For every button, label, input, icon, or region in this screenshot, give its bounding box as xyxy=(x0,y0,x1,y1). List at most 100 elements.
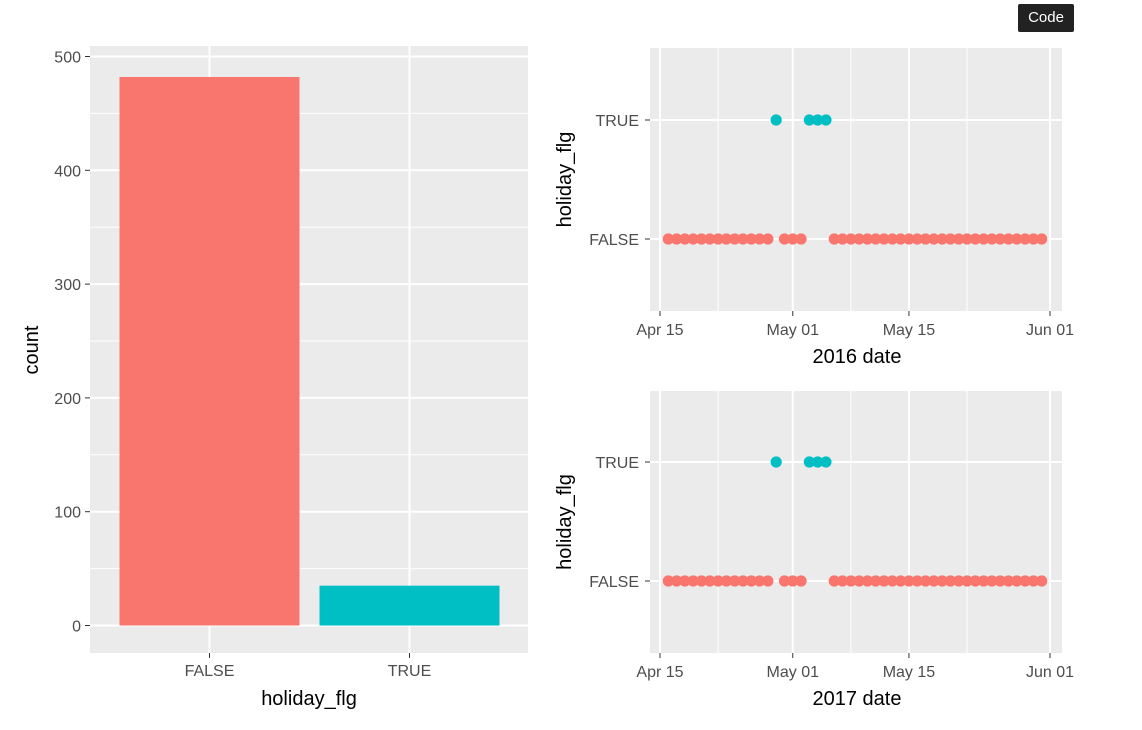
point-false xyxy=(911,575,923,587)
point-false xyxy=(953,233,965,245)
point-false xyxy=(720,233,732,245)
point-false xyxy=(836,575,849,587)
bar-x-tick-label: FALSE xyxy=(185,663,235,680)
code-button[interactable]: Code xyxy=(1018,4,1074,32)
point-false xyxy=(1011,575,1023,587)
point-false xyxy=(969,233,981,245)
point-false xyxy=(944,575,957,587)
scatter-y-tick-label: TRUE xyxy=(595,113,639,130)
point-false xyxy=(1027,233,1040,245)
point-false xyxy=(679,575,691,587)
bar-y-axis-title: count xyxy=(21,325,43,374)
point-false xyxy=(853,575,865,587)
point-false xyxy=(994,575,1006,587)
point-false xyxy=(1002,575,1015,587)
point-false xyxy=(919,233,932,245)
point-false xyxy=(679,233,691,245)
scatter-x-tick-label: May 15 xyxy=(883,664,936,681)
point-true xyxy=(770,456,782,468)
point-false xyxy=(944,233,957,245)
point-false xyxy=(861,233,874,245)
point-false xyxy=(662,233,674,245)
point-false xyxy=(745,575,757,587)
point-false xyxy=(670,233,683,245)
scatter-panel xyxy=(650,391,1062,653)
point-false xyxy=(845,233,857,245)
point-false xyxy=(978,233,990,245)
scatter-y-tick-label: FALSE xyxy=(589,574,639,591)
point-false xyxy=(1036,575,1048,587)
point-false xyxy=(936,233,948,245)
point-false xyxy=(704,233,716,245)
point-false xyxy=(762,233,774,245)
point-false xyxy=(1027,575,1040,587)
point-false xyxy=(1019,575,1031,587)
point-false xyxy=(911,233,923,245)
scatter-x-tick-label: Jun 01 xyxy=(1026,322,1074,339)
point-false xyxy=(878,233,890,245)
point-false xyxy=(961,233,973,245)
point-false xyxy=(662,575,674,587)
scatter-x-tick-label: May 01 xyxy=(767,664,820,681)
scatter-x-axis-title: 2016 date xyxy=(813,346,902,368)
point-false xyxy=(778,233,791,245)
point-false xyxy=(704,575,716,587)
point-false xyxy=(720,575,732,587)
point-false xyxy=(961,575,973,587)
point-false xyxy=(753,233,766,245)
point-false xyxy=(870,233,882,245)
bar-x-axis-title: holiday_flg xyxy=(261,688,357,710)
point-false xyxy=(712,575,724,587)
point-false xyxy=(861,575,874,587)
scatter-x-tick-label: May 15 xyxy=(883,322,936,339)
bar-x-tick-label: TRUE xyxy=(388,663,432,680)
point-false xyxy=(778,575,791,587)
point-false xyxy=(886,233,898,245)
point-false xyxy=(903,233,915,245)
point-false xyxy=(919,575,932,587)
point-false xyxy=(762,575,774,587)
bar-true xyxy=(319,585,500,626)
point-false xyxy=(737,575,749,587)
point-false xyxy=(986,575,998,587)
bar-y-tick-label: 100 xyxy=(54,505,81,522)
point-false xyxy=(828,233,840,245)
point-false xyxy=(886,575,898,587)
point-true xyxy=(812,456,824,468)
point-true xyxy=(820,114,832,126)
point-true xyxy=(803,114,815,126)
point-false xyxy=(729,233,741,245)
point-false xyxy=(1011,233,1023,245)
point-true xyxy=(812,114,824,126)
scatter-y-tick-label: TRUE xyxy=(595,455,639,472)
point-false xyxy=(737,233,749,245)
point-false xyxy=(903,575,915,587)
point-false xyxy=(928,233,940,245)
point-false xyxy=(1002,233,1015,245)
point-false xyxy=(787,233,799,245)
point-true xyxy=(803,456,815,468)
scatter-panel xyxy=(650,48,1062,311)
point-false xyxy=(695,575,708,587)
bar-y-tick-label: 300 xyxy=(54,277,81,294)
point-false xyxy=(1036,233,1048,245)
bar-y-tick-label: 400 xyxy=(54,163,81,180)
bar-y-tick-label: 500 xyxy=(54,50,81,67)
point-false xyxy=(1019,233,1031,245)
point-false xyxy=(895,575,907,587)
scatter-x-axis-title: 2017 date xyxy=(813,688,902,710)
point-true xyxy=(820,456,832,468)
point-false xyxy=(670,575,683,587)
scatter-x-tick-label: Apr 15 xyxy=(636,322,683,339)
point-false xyxy=(953,575,965,587)
point-false xyxy=(828,575,840,587)
point-false xyxy=(845,575,857,587)
point-false xyxy=(895,233,907,245)
point-false xyxy=(986,233,998,245)
point-false xyxy=(787,575,799,587)
bar-false xyxy=(119,76,300,626)
point-false xyxy=(687,575,699,587)
point-false xyxy=(853,233,865,245)
point-false xyxy=(753,575,766,587)
bar-y-tick-label: 0 xyxy=(72,619,81,636)
